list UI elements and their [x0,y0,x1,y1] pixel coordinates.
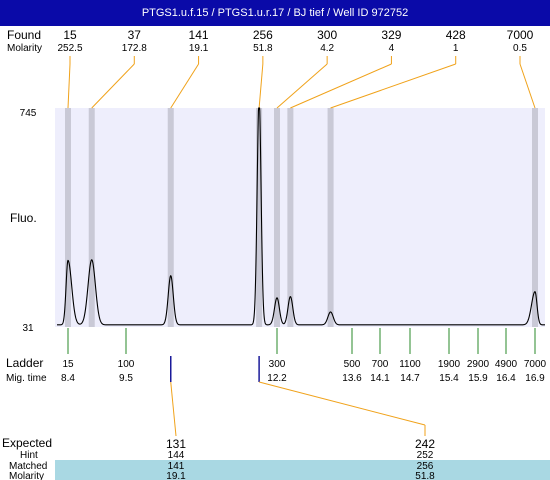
found-connector-line [276,63,328,109]
y-axis-title: Fluo. [10,211,37,225]
found-size-label: 256 [253,28,273,42]
matched-molarity-label: 19.1 [166,471,186,480]
ladder-size-label: 700 [372,359,389,370]
mig-time-row-label: Mig. time [6,373,47,384]
hint-size-label: 144 [168,450,185,461]
peak-band [287,108,294,327]
found-molarity-label: 4.2 [320,43,334,54]
window-title: PTGS1.u.f.15 / PTGS1.u.r.17 / BJ tief / … [0,0,550,26]
y-axis: 745 31 [20,108,37,334]
found-molarity-label: 4 [389,43,395,54]
ladder-size-label: 500 [344,359,361,370]
peak-bands [65,108,538,327]
hint-row-label: Hint [20,450,38,461]
y-tick-bottom: 31 [22,323,34,334]
y-tick-top: 745 [20,108,37,119]
plot-area [55,108,545,327]
ladder-size-label: 7000 [524,359,547,370]
ladder-size-label: 300 [269,359,286,370]
ladder-time-label: 12.2 [267,373,287,384]
expected-row-label: Expected [2,436,52,450]
molarity-table-row-label: Molarity [9,471,44,480]
molarity-row-label: Molarity [7,43,42,54]
peak-band [167,108,174,327]
expected-connector [170,381,177,437]
found-molarity-label: 172.8 [122,43,147,54]
found-molarity-label: 0.5 [513,43,527,54]
found-connector-line [290,63,392,109]
found-molarity-label: 1 [453,43,459,54]
found-size-label: 37 [128,28,142,42]
found-size-label: 428 [446,28,466,42]
ladder-time-label: 8.4 [61,373,75,384]
matched-highlight-row [55,460,550,480]
found-molarity-label: 51.8 [253,43,273,54]
ladder-size-label: 1900 [438,359,461,370]
ladder-time-label: 9.5 [119,373,133,384]
ladder-size-label: 15 [62,359,74,370]
hint-size-label: 252 [417,450,434,461]
matched-molarity-label: 51.8 [415,471,435,480]
trace-line [57,107,545,326]
found-size-label: 15 [63,28,77,42]
ladder-time-label: 14.1 [370,373,390,384]
peak-band [88,108,95,327]
peak-band [327,108,334,327]
matched-row-label: Matched [9,461,47,472]
found-row-label: Found [7,28,41,42]
ladder-labels: 15 8.4 100 9.5 300 12.2 500 13.6 700 14.1 1100 14.7… [61,328,547,384]
peak-band [256,108,263,327]
found-connector-line [67,63,71,109]
found-size-label: 329 [381,28,401,42]
found-connector-line [330,63,456,109]
ladder-size-label: 2900 [467,359,490,370]
found-size-label: 300 [317,28,337,42]
ladder-time-label: 15.4 [439,373,459,384]
ladder-time-label: 13.6 [342,373,362,384]
matched-size-label: 256 [417,461,434,472]
found-connector-line [170,63,199,109]
matched-size-label: 141 [168,461,185,472]
peak-band [532,108,538,327]
found-connector-line [258,63,264,109]
found-connector-line [519,63,536,109]
found-size-label: 141 [189,28,209,42]
ladder-size-label: 1100 [399,359,421,370]
found-size-label: 7000 [507,28,534,42]
found-molarity-label: 19.1 [189,43,209,54]
ladder-row-label: Ladder [6,356,43,370]
ladder-size-label: 4900 [495,359,518,370]
fluorescence-trace [57,107,545,326]
found-connectors [67,56,536,109]
found-connector-line [91,63,135,109]
ladder-time-label: 14.7 [400,373,420,384]
expected-size-label: 131 [166,437,186,451]
found-molarity-label: 252.5 [57,43,82,54]
peak-band [274,108,280,327]
peak-band [65,108,71,327]
expected-size-label: 242 [415,437,435,451]
expected-connector [258,381,426,426]
ladder-size-label: 100 [118,359,135,370]
ladder-time-label: 15.9 [468,373,488,384]
ladder-time-label: 16.9 [525,373,545,384]
ladder-time-label: 16.4 [496,373,516,384]
